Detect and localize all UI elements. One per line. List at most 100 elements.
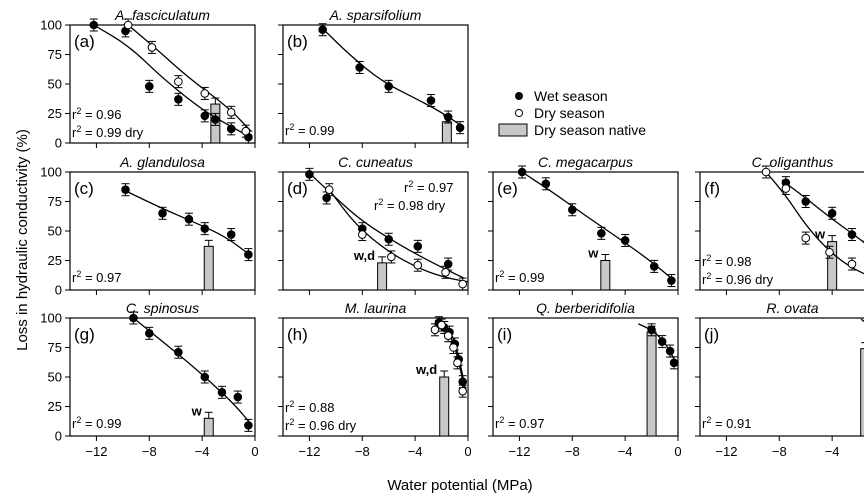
- wet-season-point: [233, 392, 243, 402]
- x-tick-label: −4: [195, 444, 210, 459]
- panel: −12−8−40R. ovata(j)r2 = 0.91: [695, 300, 864, 459]
- r2-label: r2 = 0.96: [72, 106, 121, 122]
- x-tick-label: 0: [674, 444, 681, 459]
- native-bar: [203, 417, 214, 437]
- wet-season-point: [244, 250, 253, 259]
- panel: A. sparsifolium (b) r2 = 0.99: [278, 7, 469, 148]
- legend-dry-label: Dry season: [534, 105, 605, 121]
- wet-fit-curve: [521, 171, 675, 282]
- panel: 0 25 50 75 100 A. glandulosa (c) r2 = 0.97: [40, 154, 256, 298]
- wet-season-point: [455, 123, 465, 132]
- r2-label: r2 = 0.97: [404, 179, 453, 195]
- x-tick-label: 0: [464, 444, 471, 459]
- dry-season-point: [458, 386, 468, 396]
- native-bar: [441, 121, 452, 144]
- wet-season-point: [174, 347, 183, 357]
- native-bar-label: w: [814, 227, 826, 242]
- wet-season-point: [226, 124, 236, 134]
- native-bar-label: w,d: [415, 362, 437, 377]
- x-axis-label: Water potential (MPa): [387, 477, 532, 494]
- r2-label: r2 = 0.88: [285, 399, 334, 415]
- panel-title: A. sparsifolium: [329, 7, 422, 23]
- wet-season-point: [384, 82, 394, 91]
- panel-letter: (a): [74, 32, 95, 51]
- legend-wet-label: Wet season: [534, 88, 608, 104]
- r2-label: r2 = 0.91: [702, 415, 751, 431]
- r2-label: r2 = 0.98: [702, 253, 751, 269]
- wet-season-point: [200, 372, 210, 382]
- dry-season-point: [443, 331, 453, 341]
- wet-season-point: [541, 179, 551, 189]
- dry-season-point: [324, 185, 334, 194]
- y-axis-label: Loss in hydraulic conductivity (%): [14, 129, 31, 351]
- wet-season-point: [158, 209, 167, 218]
- dry-season-point: [147, 43, 157, 52]
- panel-title: A. glandulosa: [119, 154, 205, 170]
- wet-season-point: [847, 230, 857, 239]
- wet-season-point: [318, 25, 327, 35]
- dry-fit-curve: [765, 171, 864, 275]
- legend-wet-marker: [515, 92, 523, 100]
- legend: Wet season Dry season Dry season native: [498, 88, 646, 138]
- dry-season-point: [123, 20, 133, 30]
- wet-fit-curve: [322, 28, 464, 128]
- dry-season-point: [761, 167, 771, 177]
- y-tick-label: 25: [48, 253, 62, 268]
- native-bar: [646, 331, 657, 437]
- panel-title: Q. berberidifolia: [536, 300, 635, 316]
- legend-native-swatch: [498, 123, 528, 137]
- wet-season-point: [355, 63, 364, 72]
- x-tick-label: 0: [251, 444, 258, 459]
- wet-season-point: [827, 209, 837, 218]
- r2-label: r2 = 0.99: [72, 415, 121, 431]
- wet-season-point: [121, 185, 130, 194]
- wet-season-point: [801, 197, 811, 206]
- wet-season-point: [517, 167, 527, 177]
- panel-letter: (b): [287, 32, 308, 51]
- x-tick-label: −4: [825, 444, 840, 459]
- panel-letter: (j): [704, 325, 719, 344]
- wet-season-point: [657, 337, 667, 346]
- wet-season-point: [89, 20, 99, 30]
- wet-season-point: [226, 230, 236, 239]
- native-bar-label: w: [191, 403, 203, 418]
- wet-season-point: [647, 325, 656, 335]
- panel-letter: (i): [497, 325, 512, 344]
- wet-season-point: [665, 346, 675, 356]
- dry-season-point: [413, 260, 423, 270]
- y-tick-label: 75: [48, 340, 62, 355]
- r2-label: r2 = 0.99 dry: [72, 124, 144, 140]
- wet-season-point: [413, 242, 423, 251]
- y-tick-label: 100: [40, 165, 62, 180]
- dry-season-point: [200, 89, 210, 98]
- wet-fit-curve: [860, 318, 864, 323]
- dry-season-point: [847, 259, 857, 269]
- wet-season-point: [174, 95, 183, 104]
- x-tick-label: −12: [298, 444, 320, 459]
- x-tick-label: −4: [618, 444, 633, 459]
- y-tick-label: 0: [55, 283, 62, 298]
- r2-label: r2 = 0.99: [495, 269, 544, 285]
- panel: −12 −8 −4 0 Q. berberidifolia (i) r2 = 0.97: [488, 300, 682, 459]
- wet-season-point: [649, 262, 659, 271]
- wet-season-point: [667, 276, 676, 285]
- wet-season-point: [144, 329, 154, 338]
- x-tick-label: −8: [772, 444, 787, 459]
- r2-label: r2 = 0.96 dry: [702, 271, 774, 287]
- dry-season-point: [357, 230, 367, 239]
- r2-label: r2 = 0.96 dry: [285, 417, 357, 433]
- dry-season-point: [801, 233, 811, 243]
- wet-season-point: [184, 214, 194, 224]
- panel-title: A. fasciculatum: [114, 7, 210, 23]
- r2-label: r2 = 0.99: [285, 122, 334, 138]
- y-tick-label: 100: [40, 311, 62, 326]
- panel-letter: (f): [704, 179, 720, 198]
- panel-letter: (h): [287, 325, 308, 344]
- native-bar: [600, 260, 611, 291]
- wet-season-point: [144, 82, 154, 91]
- legend-native-label: Dry season native: [534, 122, 646, 138]
- native-bar: [439, 376, 450, 437]
- wet-season-point: [244, 421, 253, 430]
- wet-season-point: [305, 170, 314, 179]
